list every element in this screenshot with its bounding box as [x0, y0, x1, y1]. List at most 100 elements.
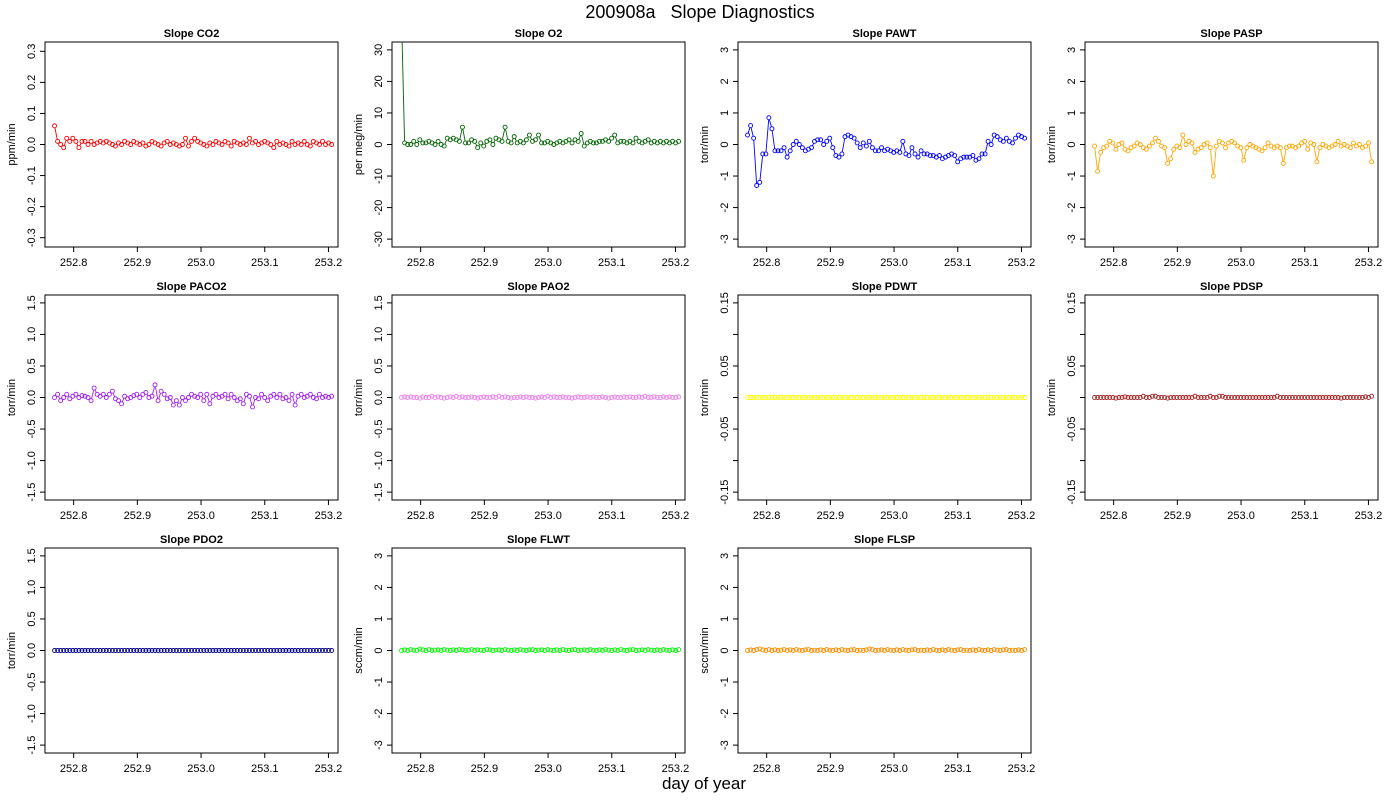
y-tick-label: -1.0 [26, 451, 38, 470]
x-tick-label: 253.2 [315, 510, 343, 522]
data-point [933, 395, 939, 400]
data-point [973, 395, 979, 400]
data-point [149, 393, 155, 399]
data-point [478, 647, 484, 653]
data-point [912, 647, 918, 653]
data-point [119, 142, 124, 147]
data-point [460, 124, 465, 130]
data-point [523, 394, 529, 400]
data-point [463, 648, 468, 653]
data-point [869, 145, 875, 151]
data-point [609, 648, 615, 653]
data-point [645, 137, 651, 143]
data-point [481, 648, 487, 653]
data-point [453, 393, 459, 399]
data-point [499, 138, 505, 144]
data-point [1156, 395, 1161, 400]
data-point [323, 648, 328, 653]
data-point [329, 648, 335, 653]
x-tick-label: 252.9 [817, 510, 845, 522]
data-point [429, 393, 435, 399]
data-point [472, 648, 478, 653]
x-tick-label: 253.2 [662, 510, 690, 522]
data-point [839, 647, 845, 653]
data-point [833, 395, 839, 400]
x-tick-label: 253.0 [880, 510, 908, 522]
data-point [265, 648, 271, 653]
y-tick-label: 0.0 [26, 137, 38, 152]
y-tick-label: 0.2 [26, 75, 38, 90]
series-segment [493, 139, 496, 143]
data-point [1128, 395, 1134, 400]
data-point [116, 398, 121, 404]
data-point [1363, 143, 1368, 149]
data-point [970, 153, 976, 158]
data-point [781, 395, 787, 400]
x-tick-label: 253.2 [1008, 257, 1036, 269]
data-point [502, 124, 508, 130]
data-point [225, 140, 231, 146]
data-point [560, 394, 566, 400]
x-tick-label: 253.1 [598, 763, 626, 775]
data-point [222, 648, 228, 653]
data-point [472, 395, 478, 400]
data-point [125, 396, 131, 402]
series-segment [182, 140, 185, 143]
data-point [82, 138, 88, 144]
data-point [1180, 132, 1186, 138]
data-point [1165, 395, 1171, 401]
data-point [778, 395, 784, 400]
y-axis-label: sccm/min [353, 627, 365, 673]
data-point [225, 396, 231, 402]
data-point [131, 393, 137, 399]
data-point [450, 647, 456, 653]
data-point [563, 395, 569, 400]
data-point [79, 648, 85, 653]
data-point [204, 391, 210, 397]
data-point [1204, 140, 1210, 146]
data-point [1000, 647, 1006, 653]
data-point [414, 142, 420, 147]
data-point [778, 647, 784, 653]
data-point [320, 648, 325, 653]
data-point [863, 143, 869, 149]
data-point [58, 398, 64, 404]
data-point [441, 143, 447, 149]
data-point [1369, 393, 1375, 399]
series-segment [170, 399, 173, 404]
data-point [569, 395, 575, 401]
y-tick-label: -1 [373, 677, 385, 687]
data-point [1268, 395, 1274, 400]
data-point [192, 393, 198, 399]
data-point [475, 647, 481, 653]
data-point [751, 648, 757, 653]
data-point [667, 394, 672, 400]
data-point [809, 648, 814, 653]
data-point [517, 647, 523, 653]
data-point [286, 143, 292, 149]
data-point [237, 396, 243, 402]
data-point [1000, 138, 1006, 144]
data-point [609, 135, 615, 141]
data-point [70, 648, 76, 653]
data-point [1338, 395, 1344, 401]
series-segment [112, 393, 116, 397]
x-tick-label: 252.9 [124, 257, 152, 269]
y-axis-label: torr/min [6, 379, 18, 416]
series-segment [252, 399, 256, 406]
data-point [253, 395, 258, 400]
series-segment [869, 143, 872, 146]
data-point [924, 647, 930, 653]
data-point [754, 647, 760, 653]
data-point [645, 395, 651, 400]
y-axis-label: torr/min [1046, 126, 1058, 163]
y-tick-label: 0 [373, 141, 385, 147]
y-tick-label: -1 [719, 677, 731, 687]
series-segment [79, 143, 82, 146]
data-point [228, 648, 234, 653]
data-point [566, 137, 572, 143]
panel-slope-pasp: Slope PASP torr/min 252.8 252.9 253.0 253.1 25… [1046, 28, 1382, 269]
data-point [460, 394, 465, 400]
data-point [603, 395, 609, 400]
data-point [1192, 393, 1198, 399]
